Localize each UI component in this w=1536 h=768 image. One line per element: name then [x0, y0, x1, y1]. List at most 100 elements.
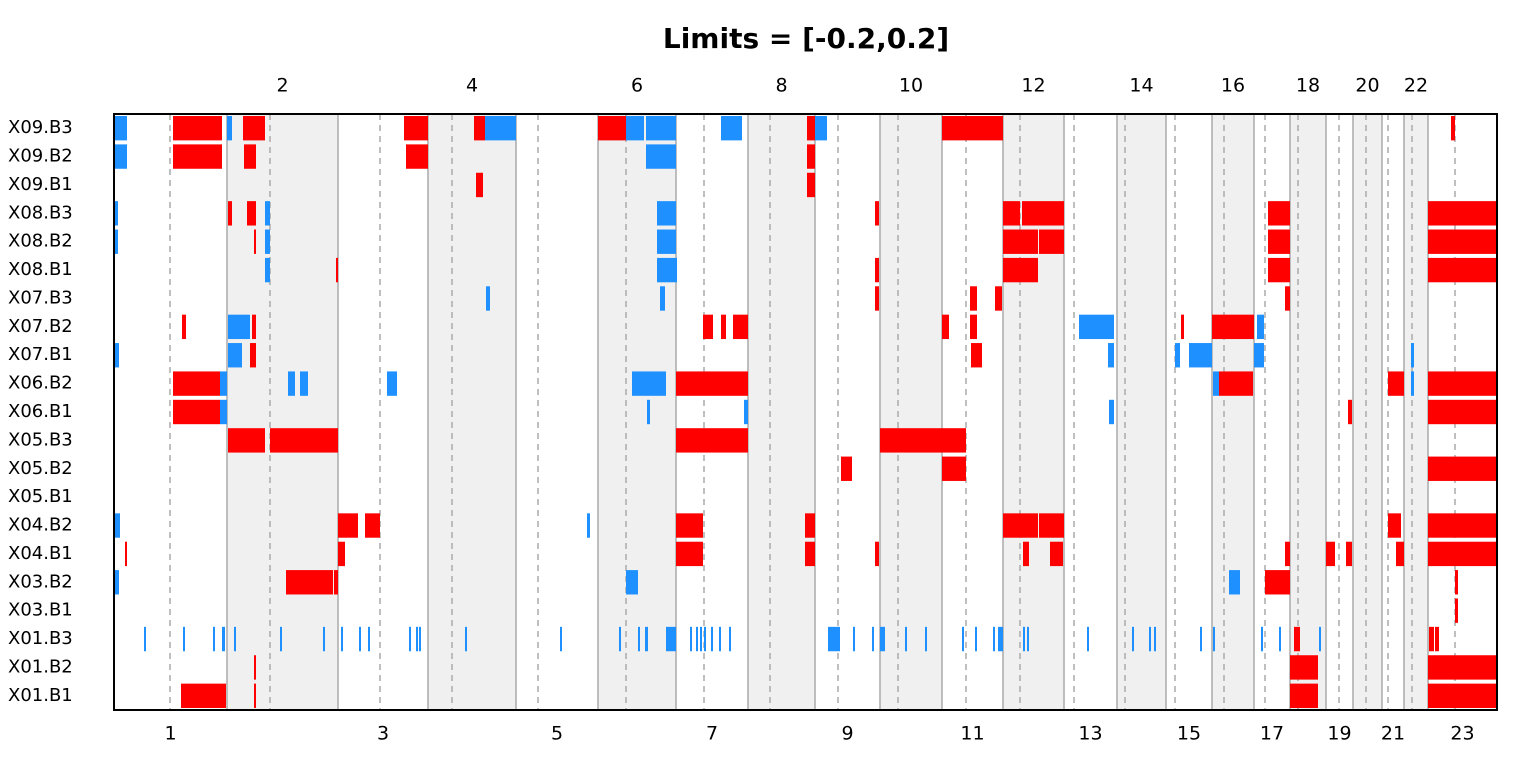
segment — [690, 626, 692, 652]
row-label: X08.B1 — [8, 259, 73, 280]
segment — [465, 626, 467, 652]
segment — [1003, 513, 1038, 538]
segment — [805, 541, 815, 567]
chromosome-label: 23 — [1450, 723, 1474, 745]
segment — [807, 172, 815, 198]
segment — [114, 513, 120, 538]
segment — [254, 683, 256, 708]
segment — [1388, 371, 1404, 396]
chart-title: Limits = [-0.2,0.2] — [663, 22, 949, 55]
segment — [676, 513, 703, 538]
segment — [416, 626, 418, 652]
segment — [1229, 570, 1240, 595]
segment — [721, 314, 726, 340]
segment — [1428, 229, 1497, 254]
row-label: X06.B1 — [8, 401, 73, 422]
chromosome-band — [227, 114, 338, 710]
segment — [387, 371, 397, 396]
segment — [288, 371, 295, 396]
segment — [270, 428, 338, 453]
segment — [234, 626, 236, 652]
segment — [626, 116, 644, 141]
segment — [334, 570, 338, 595]
segment — [228, 428, 265, 453]
segment — [404, 116, 428, 141]
segment — [1428, 513, 1497, 538]
chromosome-band — [1353, 114, 1382, 710]
segment — [828, 626, 840, 652]
segment — [875, 541, 879, 567]
segment — [619, 626, 621, 652]
segment — [1451, 116, 1455, 141]
segment — [638, 626, 640, 652]
segment — [1219, 371, 1253, 396]
segment — [721, 116, 742, 141]
segment — [1257, 314, 1264, 340]
segment — [485, 116, 516, 141]
segment — [1411, 371, 1414, 396]
segment — [252, 314, 256, 340]
chromosome-label: 6 — [631, 75, 643, 97]
segment — [254, 229, 256, 254]
segment — [341, 626, 343, 652]
segment — [733, 314, 748, 340]
row-label: X09.B3 — [8, 117, 73, 138]
segment — [1079, 314, 1114, 340]
row-label: X01.B2 — [8, 656, 73, 677]
segment — [729, 626, 731, 652]
segment — [696, 626, 698, 652]
segment — [853, 626, 855, 652]
chromosome-label: 2 — [276, 75, 288, 97]
segment — [1254, 343, 1264, 368]
segment — [228, 343, 242, 368]
segment — [1003, 229, 1038, 254]
row-label: X08.B2 — [8, 231, 73, 252]
segment — [1003, 257, 1038, 283]
segment — [213, 626, 215, 652]
chromosome-label: 14 — [1129, 75, 1153, 97]
segment — [711, 626, 713, 652]
segment — [1268, 229, 1290, 254]
segment — [971, 343, 982, 368]
segment — [970, 286, 977, 311]
segment — [646, 144, 676, 169]
segment — [1388, 513, 1401, 538]
segment — [1265, 570, 1290, 595]
segment — [183, 626, 185, 652]
segment — [880, 626, 885, 652]
segment — [1023, 541, 1029, 567]
segment — [1455, 598, 1458, 623]
segment — [1268, 201, 1290, 226]
segment — [220, 399, 227, 425]
chromosome-band — [1404, 114, 1428, 710]
segment — [700, 626, 702, 652]
segment — [1290, 655, 1318, 680]
chromosome-label: 13 — [1078, 723, 1102, 745]
segment — [365, 513, 380, 538]
row-label: X07.B1 — [8, 344, 73, 365]
segment — [336, 257, 338, 283]
row-label: X08.B3 — [8, 202, 73, 223]
segment — [998, 626, 1003, 652]
chromosome-label: 11 — [960, 723, 984, 745]
segment — [719, 626, 721, 652]
segment — [1268, 257, 1290, 283]
segment — [406, 144, 428, 169]
segment — [409, 626, 411, 652]
segment — [1428, 655, 1497, 680]
segment — [676, 428, 748, 453]
segment — [942, 456, 966, 481]
segment — [1261, 626, 1263, 652]
chromosome-label: 15 — [1177, 723, 1201, 745]
row-label: X07.B2 — [8, 316, 73, 337]
segment — [805, 513, 815, 538]
segment — [1213, 626, 1215, 652]
segment — [1154, 626, 1156, 652]
segment — [925, 626, 927, 652]
segment — [1109, 399, 1114, 425]
chromosome-band — [428, 114, 516, 710]
segment — [1212, 314, 1254, 340]
row-label: X09.B1 — [8, 174, 73, 195]
segment — [227, 116, 232, 141]
